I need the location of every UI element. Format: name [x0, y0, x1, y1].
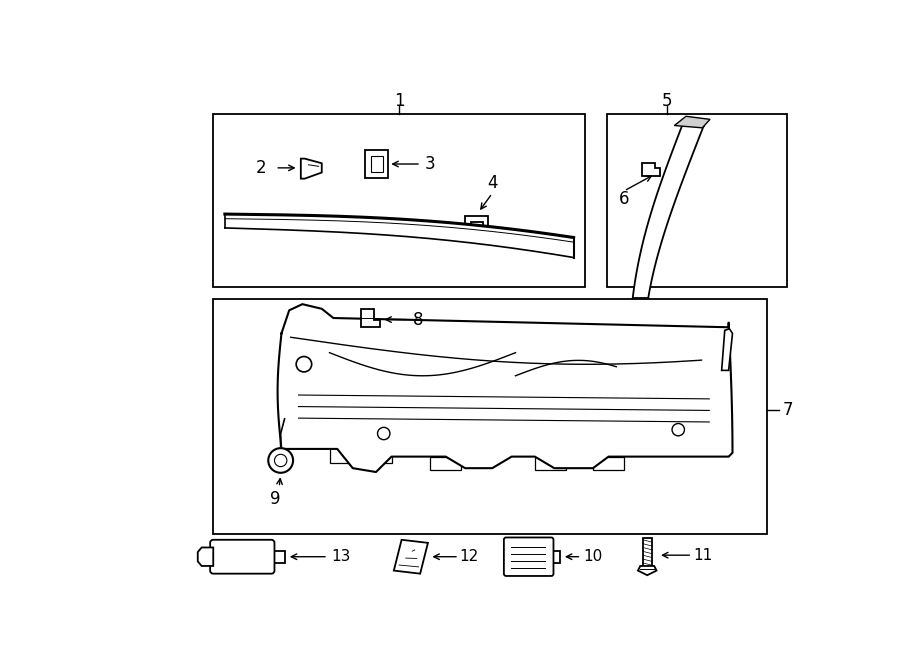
- Text: 12: 12: [459, 549, 479, 564]
- Text: 11: 11: [693, 548, 713, 563]
- Bar: [430, 457, 461, 471]
- Bar: [607, 114, 787, 288]
- Polygon shape: [361, 309, 380, 327]
- Polygon shape: [225, 214, 573, 258]
- Circle shape: [268, 448, 293, 473]
- Polygon shape: [394, 540, 428, 574]
- Polygon shape: [674, 116, 710, 128]
- Text: 7: 7: [783, 401, 794, 420]
- Text: 8: 8: [413, 311, 424, 329]
- Polygon shape: [198, 547, 213, 566]
- Text: 5: 5: [662, 92, 672, 110]
- Polygon shape: [277, 304, 733, 472]
- Bar: [593, 457, 624, 471]
- Text: 2: 2: [256, 159, 266, 177]
- Text: 9: 9: [270, 490, 281, 508]
- Text: 3: 3: [425, 155, 436, 173]
- Bar: [281, 410, 288, 419]
- Bar: [213, 114, 585, 288]
- Circle shape: [274, 454, 287, 467]
- Circle shape: [296, 356, 311, 372]
- Polygon shape: [465, 215, 489, 228]
- Polygon shape: [638, 566, 657, 575]
- Polygon shape: [633, 126, 704, 298]
- Bar: [329, 442, 392, 463]
- Polygon shape: [642, 163, 661, 176]
- Bar: [272, 551, 285, 563]
- Text: 10: 10: [583, 549, 603, 564]
- Bar: [535, 457, 566, 471]
- Text: 1: 1: [394, 92, 405, 110]
- Circle shape: [377, 428, 390, 440]
- Bar: [371, 156, 383, 172]
- Text: 4: 4: [487, 175, 498, 192]
- Bar: [551, 551, 561, 563]
- Circle shape: [672, 424, 685, 436]
- FancyBboxPatch shape: [504, 537, 554, 576]
- Polygon shape: [722, 329, 733, 370]
- Polygon shape: [301, 159, 322, 178]
- Bar: [213, 299, 768, 533]
- Bar: [365, 150, 389, 178]
- Text: 6: 6: [619, 190, 629, 208]
- Text: 13: 13: [331, 549, 351, 564]
- FancyBboxPatch shape: [211, 540, 274, 574]
- Bar: [643, 538, 652, 569]
